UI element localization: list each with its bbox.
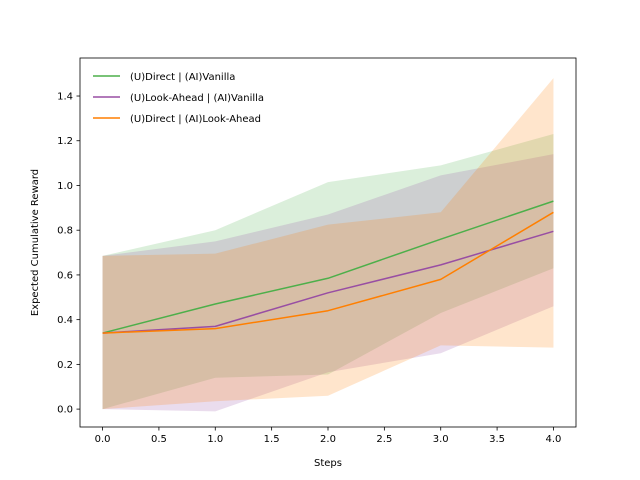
legend-label: (U)Direct | (AI)Vanilla <box>130 72 235 83</box>
x-tick-label: 3.0 <box>433 434 449 445</box>
band-u-direct-ai-vanilla <box>102 134 554 410</box>
y-axis-label: Expected Cumulative Reward <box>30 169 41 316</box>
x-axis-ticks: 0.0 0.5 1.0 1.5 2.0 2.5 3.0 3.5 4.0 <box>95 427 562 445</box>
y-tick-label: 0.4 <box>57 315 73 326</box>
y-tick-label: 1.0 <box>57 181 73 192</box>
y-tick-label: 0.2 <box>57 360 73 371</box>
y-tick-label: 1.2 <box>57 136 73 147</box>
band-u-look-ahead-ai-vanilla <box>102 154 554 412</box>
confidence-bands <box>102 78 554 412</box>
legend-label: (U)Look-Ahead | (AI)Vanilla <box>130 93 264 104</box>
x-tick-label: 2.0 <box>320 434 336 445</box>
y-axis-ticks: 0.0 0.2 0.4 0.6 0.8 1.0 1.2 1.4 <box>57 92 80 416</box>
x-tick-label: 2.5 <box>376 434 392 445</box>
x-tick-label: 1.0 <box>207 434 223 445</box>
line-u-direct-ai-vanilla <box>102 200 554 334</box>
series-lines <box>102 200 554 334</box>
x-tick-label: 3.5 <box>489 434 505 445</box>
legend: (U)Direct | (AI)Vanilla (U)Look-Ahead | (… <box>93 72 264 125</box>
y-tick-label: 0.0 <box>57 405 73 416</box>
legend-label: (U)Direct | (AI)Look-Ahead <box>130 114 261 125</box>
x-tick-label: 0.5 <box>151 434 167 445</box>
y-tick-label: 1.4 <box>57 92 73 103</box>
x-axis-label: Steps <box>314 458 342 469</box>
y-tick-label: 0.6 <box>57 270 73 281</box>
line-u-direct-ai-look-ahead <box>102 211 554 334</box>
x-tick-label: 0.0 <box>95 434 111 445</box>
y-tick-label: 0.8 <box>57 226 73 237</box>
line-u-look-ahead-ai-vanilla <box>102 230 554 334</box>
x-tick-label: 1.5 <box>264 434 280 445</box>
x-tick-label: 4.0 <box>546 434 562 445</box>
